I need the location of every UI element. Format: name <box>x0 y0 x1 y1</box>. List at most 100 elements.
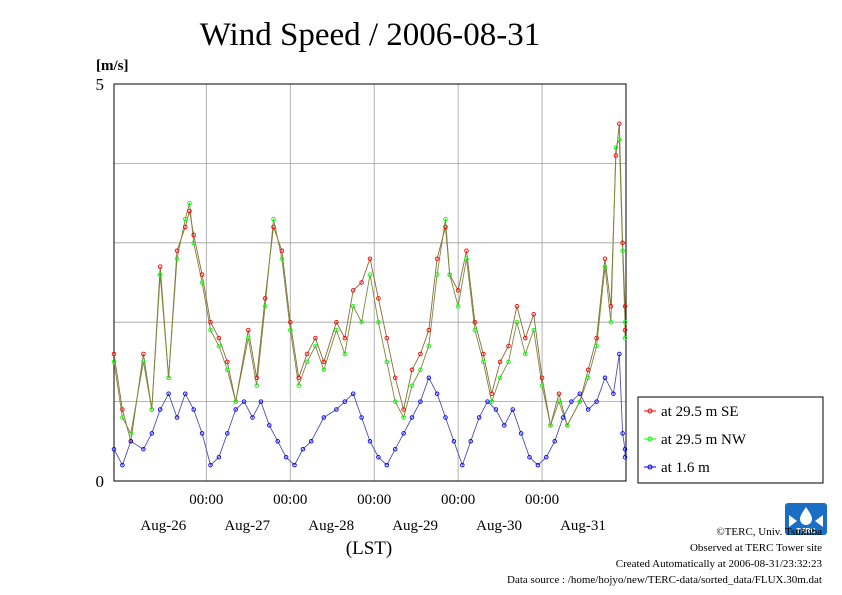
x-tick-date-label: Aug-29 <box>392 518 438 534</box>
logo-text: TERC <box>796 528 815 535</box>
data-point-series-1 <box>376 296 381 301</box>
data-point-series-2 <box>418 367 423 373</box>
data-point-series-1 <box>472 319 478 325</box>
data-point-series-2 <box>350 304 356 309</box>
series-line-2 <box>113 139 626 435</box>
data-point-series-1 <box>199 272 205 277</box>
data-point-series-3 <box>502 423 507 428</box>
data-point-series-2 <box>594 343 599 349</box>
data-point-series-2 <box>183 216 188 222</box>
data-point-series-2 <box>556 399 562 404</box>
data-point-series-2 <box>602 264 608 269</box>
data-point-series-1 <box>359 280 364 285</box>
data-point-series-1 <box>418 351 423 357</box>
data-point-series-2 <box>199 280 205 285</box>
data-point-series-2 <box>384 359 390 365</box>
data-point-series-2 <box>246 335 251 341</box>
data-point-series-2 <box>187 200 192 206</box>
data-point-series-2 <box>434 272 440 277</box>
created-text: Created Automatically at 2006-08-31/23:3… <box>615 558 822 570</box>
data-point-series-2 <box>401 415 406 420</box>
data-point-series-1 <box>455 288 461 293</box>
data-point-series-3 <box>208 462 213 468</box>
data-point-series-1 <box>157 264 163 269</box>
data-point-series-3 <box>426 375 432 381</box>
legend-label-2: at 29.5 m NW <box>661 432 747 448</box>
data-point-series-3 <box>434 391 440 396</box>
data-point-series-3 <box>577 391 583 396</box>
terc-logo: TERC <box>785 503 827 535</box>
data-point-series-3 <box>535 462 541 468</box>
series-line-3 <box>113 353 626 467</box>
data-point-series-3 <box>443 415 448 420</box>
data-point-series-3 <box>620 431 625 436</box>
data-point-series-1 <box>191 232 196 238</box>
legend-label-1: at 29.5 m SE <box>661 404 739 420</box>
data-point-series-3 <box>300 446 306 452</box>
data-point-series-1 <box>489 391 494 396</box>
data-point-series-2 <box>166 375 171 381</box>
data-point-series-2 <box>548 423 553 428</box>
data-point-series-3 <box>622 454 628 460</box>
data-point-series-2 <box>622 335 628 341</box>
data-point-series-2 <box>141 359 146 365</box>
data-point-series-2 <box>128 431 134 436</box>
y-tick-label: 0 <box>96 472 105 491</box>
legend-marker-3 <box>647 464 653 470</box>
data-point-series-1 <box>342 335 348 341</box>
series-lines <box>113 123 626 467</box>
data-point-series-2 <box>367 272 373 277</box>
data-point-series-1 <box>409 367 415 373</box>
data-point-series-3 <box>611 391 616 396</box>
x-axis-label: (LST) <box>346 538 392 559</box>
data-point-series-3 <box>569 399 574 404</box>
data-point-series-1 <box>426 327 432 333</box>
data-point-series-1 <box>617 121 622 126</box>
data-point-series-2 <box>620 248 625 253</box>
data-point-series-1 <box>350 288 356 293</box>
data-point-series-2 <box>455 304 461 309</box>
data-point-series-1 <box>608 304 614 309</box>
x-tick-date-label: Aug-31 <box>560 518 606 534</box>
data-point-series-1 <box>497 359 503 365</box>
data-point-series-3 <box>468 439 473 444</box>
x-tick-time-label: 00:00 <box>357 492 391 508</box>
data-point-series-3 <box>585 407 591 412</box>
data-point-series-3 <box>527 454 532 460</box>
data-point-series-2 <box>523 351 528 357</box>
data-point-series-1 <box>288 319 293 325</box>
data-point-series-3 <box>120 462 125 468</box>
data-point-series-3 <box>350 391 356 396</box>
data-point-series-3 <box>451 439 457 444</box>
data-point-series-1 <box>279 248 285 253</box>
data-point-series-2 <box>577 399 583 404</box>
copyright-text: ©TERC, Univ. Tsukuba <box>716 526 822 538</box>
data-point-series-2 <box>622 319 628 325</box>
data-point-series-3 <box>476 415 482 420</box>
data-point-series-1 <box>271 224 276 230</box>
data-point-series-2 <box>111 359 117 365</box>
data-point-series-3 <box>409 415 415 420</box>
data-point-series-1 <box>296 375 301 381</box>
data-point-series-2 <box>225 367 230 373</box>
x-tick-date-label: Aug-30 <box>476 518 522 534</box>
legend: at 29.5 m SE at 29.5 m NW at 1.6 m <box>637 396 824 484</box>
data-point-series-2 <box>191 240 196 246</box>
data-point-series-1 <box>254 375 259 381</box>
data-point-series-2 <box>613 145 619 150</box>
data-point-series-3 <box>622 446 628 452</box>
data-point-series-1 <box>183 224 188 230</box>
legend-marker-1 <box>647 408 653 414</box>
x-tick-date-label: Aug-26 <box>140 518 186 534</box>
data-point-series-1 <box>367 256 373 261</box>
data-point-series-3 <box>384 462 390 468</box>
data-point-series-2 <box>608 319 614 325</box>
data-point-series-1 <box>481 351 486 357</box>
legend-box <box>637 396 824 484</box>
data-point-series-2 <box>617 137 622 142</box>
data-point-series-2 <box>208 327 213 333</box>
data-point-series-1 <box>384 335 390 341</box>
x-tick-time-label: 00:00 <box>525 492 559 508</box>
data-point-series-3 <box>321 415 327 420</box>
series-line-1 <box>113 123 626 442</box>
